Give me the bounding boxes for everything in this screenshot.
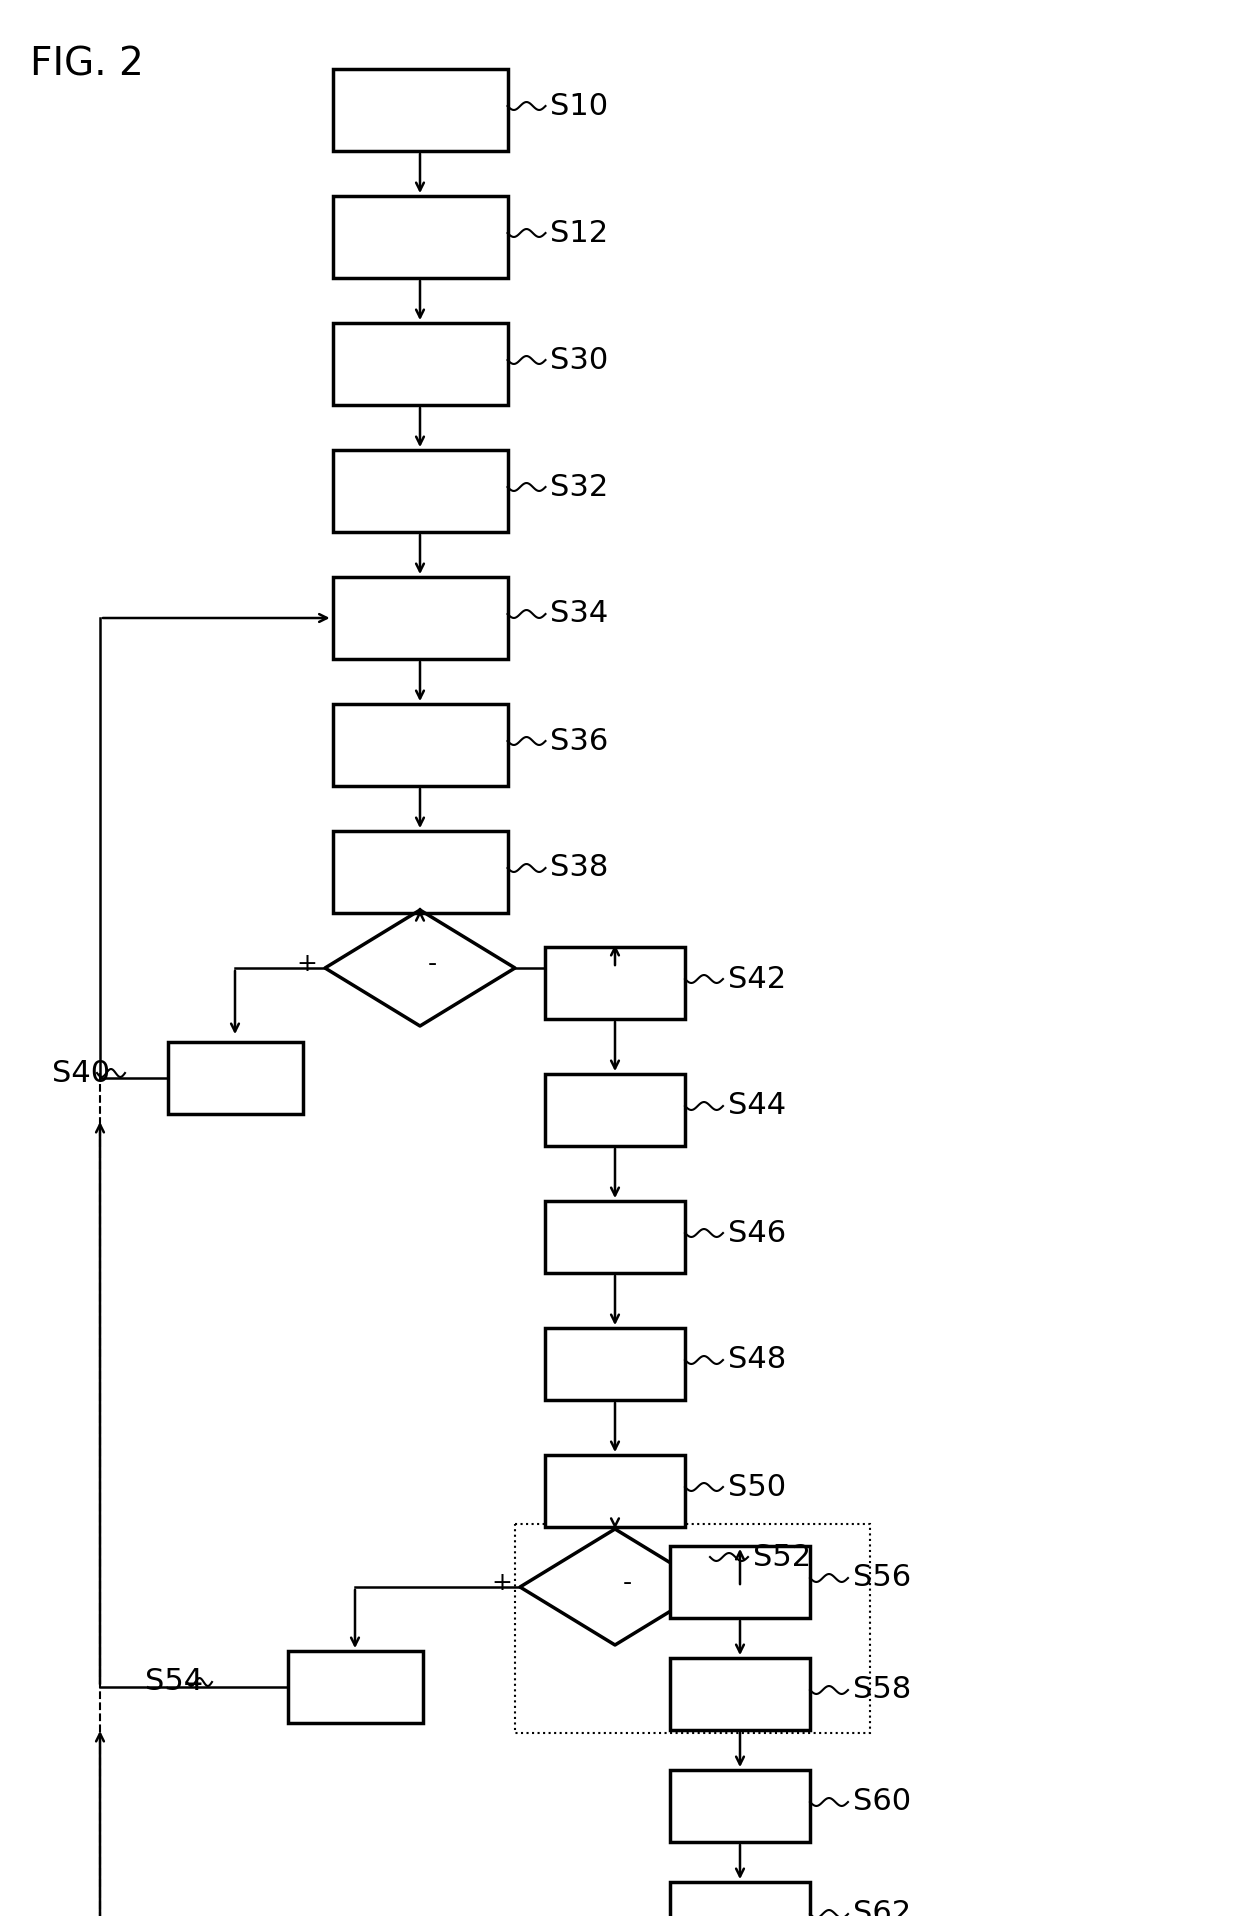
Text: S48: S48 [728,1345,786,1374]
Bar [670,1770,810,1841]
Text: -: - [622,1571,632,1594]
Text: S42: S42 [728,964,786,994]
Bar [546,1454,684,1527]
Bar [332,577,507,659]
Bar [515,1523,870,1732]
Bar [332,69,507,151]
Text: +: + [491,1571,512,1594]
Text: S52: S52 [753,1542,811,1571]
Bar [546,1328,684,1401]
Text: S36: S36 [551,726,609,755]
Text: S46: S46 [728,1219,786,1247]
Bar [332,832,507,914]
Text: S58: S58 [853,1675,911,1705]
Text: S44: S44 [728,1092,786,1121]
Bar [670,1546,810,1617]
Bar [670,1882,810,1916]
Text: S12: S12 [551,218,609,247]
Text: S32: S32 [551,473,609,502]
Bar [332,450,507,533]
Text: FIG. 2: FIG. 2 [30,44,144,82]
Bar [332,703,507,786]
Text: S54: S54 [145,1667,203,1696]
Bar [288,1652,423,1722]
Text: -: - [428,952,438,975]
Bar [546,1201,684,1272]
Bar [332,195,507,278]
Bar [546,1075,684,1146]
Text: S40: S40 [52,1058,110,1088]
Bar [670,1657,810,1730]
Text: S60: S60 [853,1788,911,1816]
Text: S50: S50 [728,1473,786,1502]
Bar [167,1042,303,1113]
Text: S62: S62 [853,1899,911,1916]
Text: +: + [296,952,317,975]
Text: S30: S30 [551,345,609,374]
Text: S56: S56 [853,1563,911,1592]
Text: S10: S10 [551,92,609,121]
Text: S34: S34 [551,600,609,628]
Bar [546,947,684,1019]
Bar [332,324,507,404]
Text: S38: S38 [551,853,609,883]
